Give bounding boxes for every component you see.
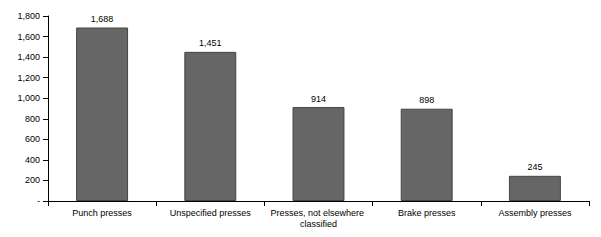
svg-text:Assembly presses: Assembly presses [498,208,572,218]
svg-text:1,451: 1,451 [199,38,222,48]
svg-text:1,688: 1,688 [91,14,114,24]
svg-text:1,600: 1,600 [17,32,40,42]
svg-text:-: - [37,196,40,206]
svg-text:1,000: 1,000 [17,93,40,103]
svg-text:Presses, not elsewhere: Presses, not elsewhere [270,208,366,218]
svg-text:classified: classified [300,219,337,229]
svg-text:Brake presses: Brake presses [398,208,456,218]
svg-text:914: 914 [311,94,326,104]
svg-text:400: 400 [25,155,40,165]
svg-text:Punch presses: Punch presses [72,208,132,218]
svg-text:1,200: 1,200 [17,73,40,83]
svg-text:1,400: 1,400 [17,52,40,62]
svg-text:1,800: 1,800 [17,11,40,21]
svg-text:200: 200 [25,175,40,185]
svg-text:245: 245 [527,162,542,172]
svg-text:600: 600 [25,134,40,144]
svg-text:Unspecified presses: Unspecified presses [170,208,252,218]
svg-text:898: 898 [419,95,434,105]
svg-text:800: 800 [25,114,40,124]
